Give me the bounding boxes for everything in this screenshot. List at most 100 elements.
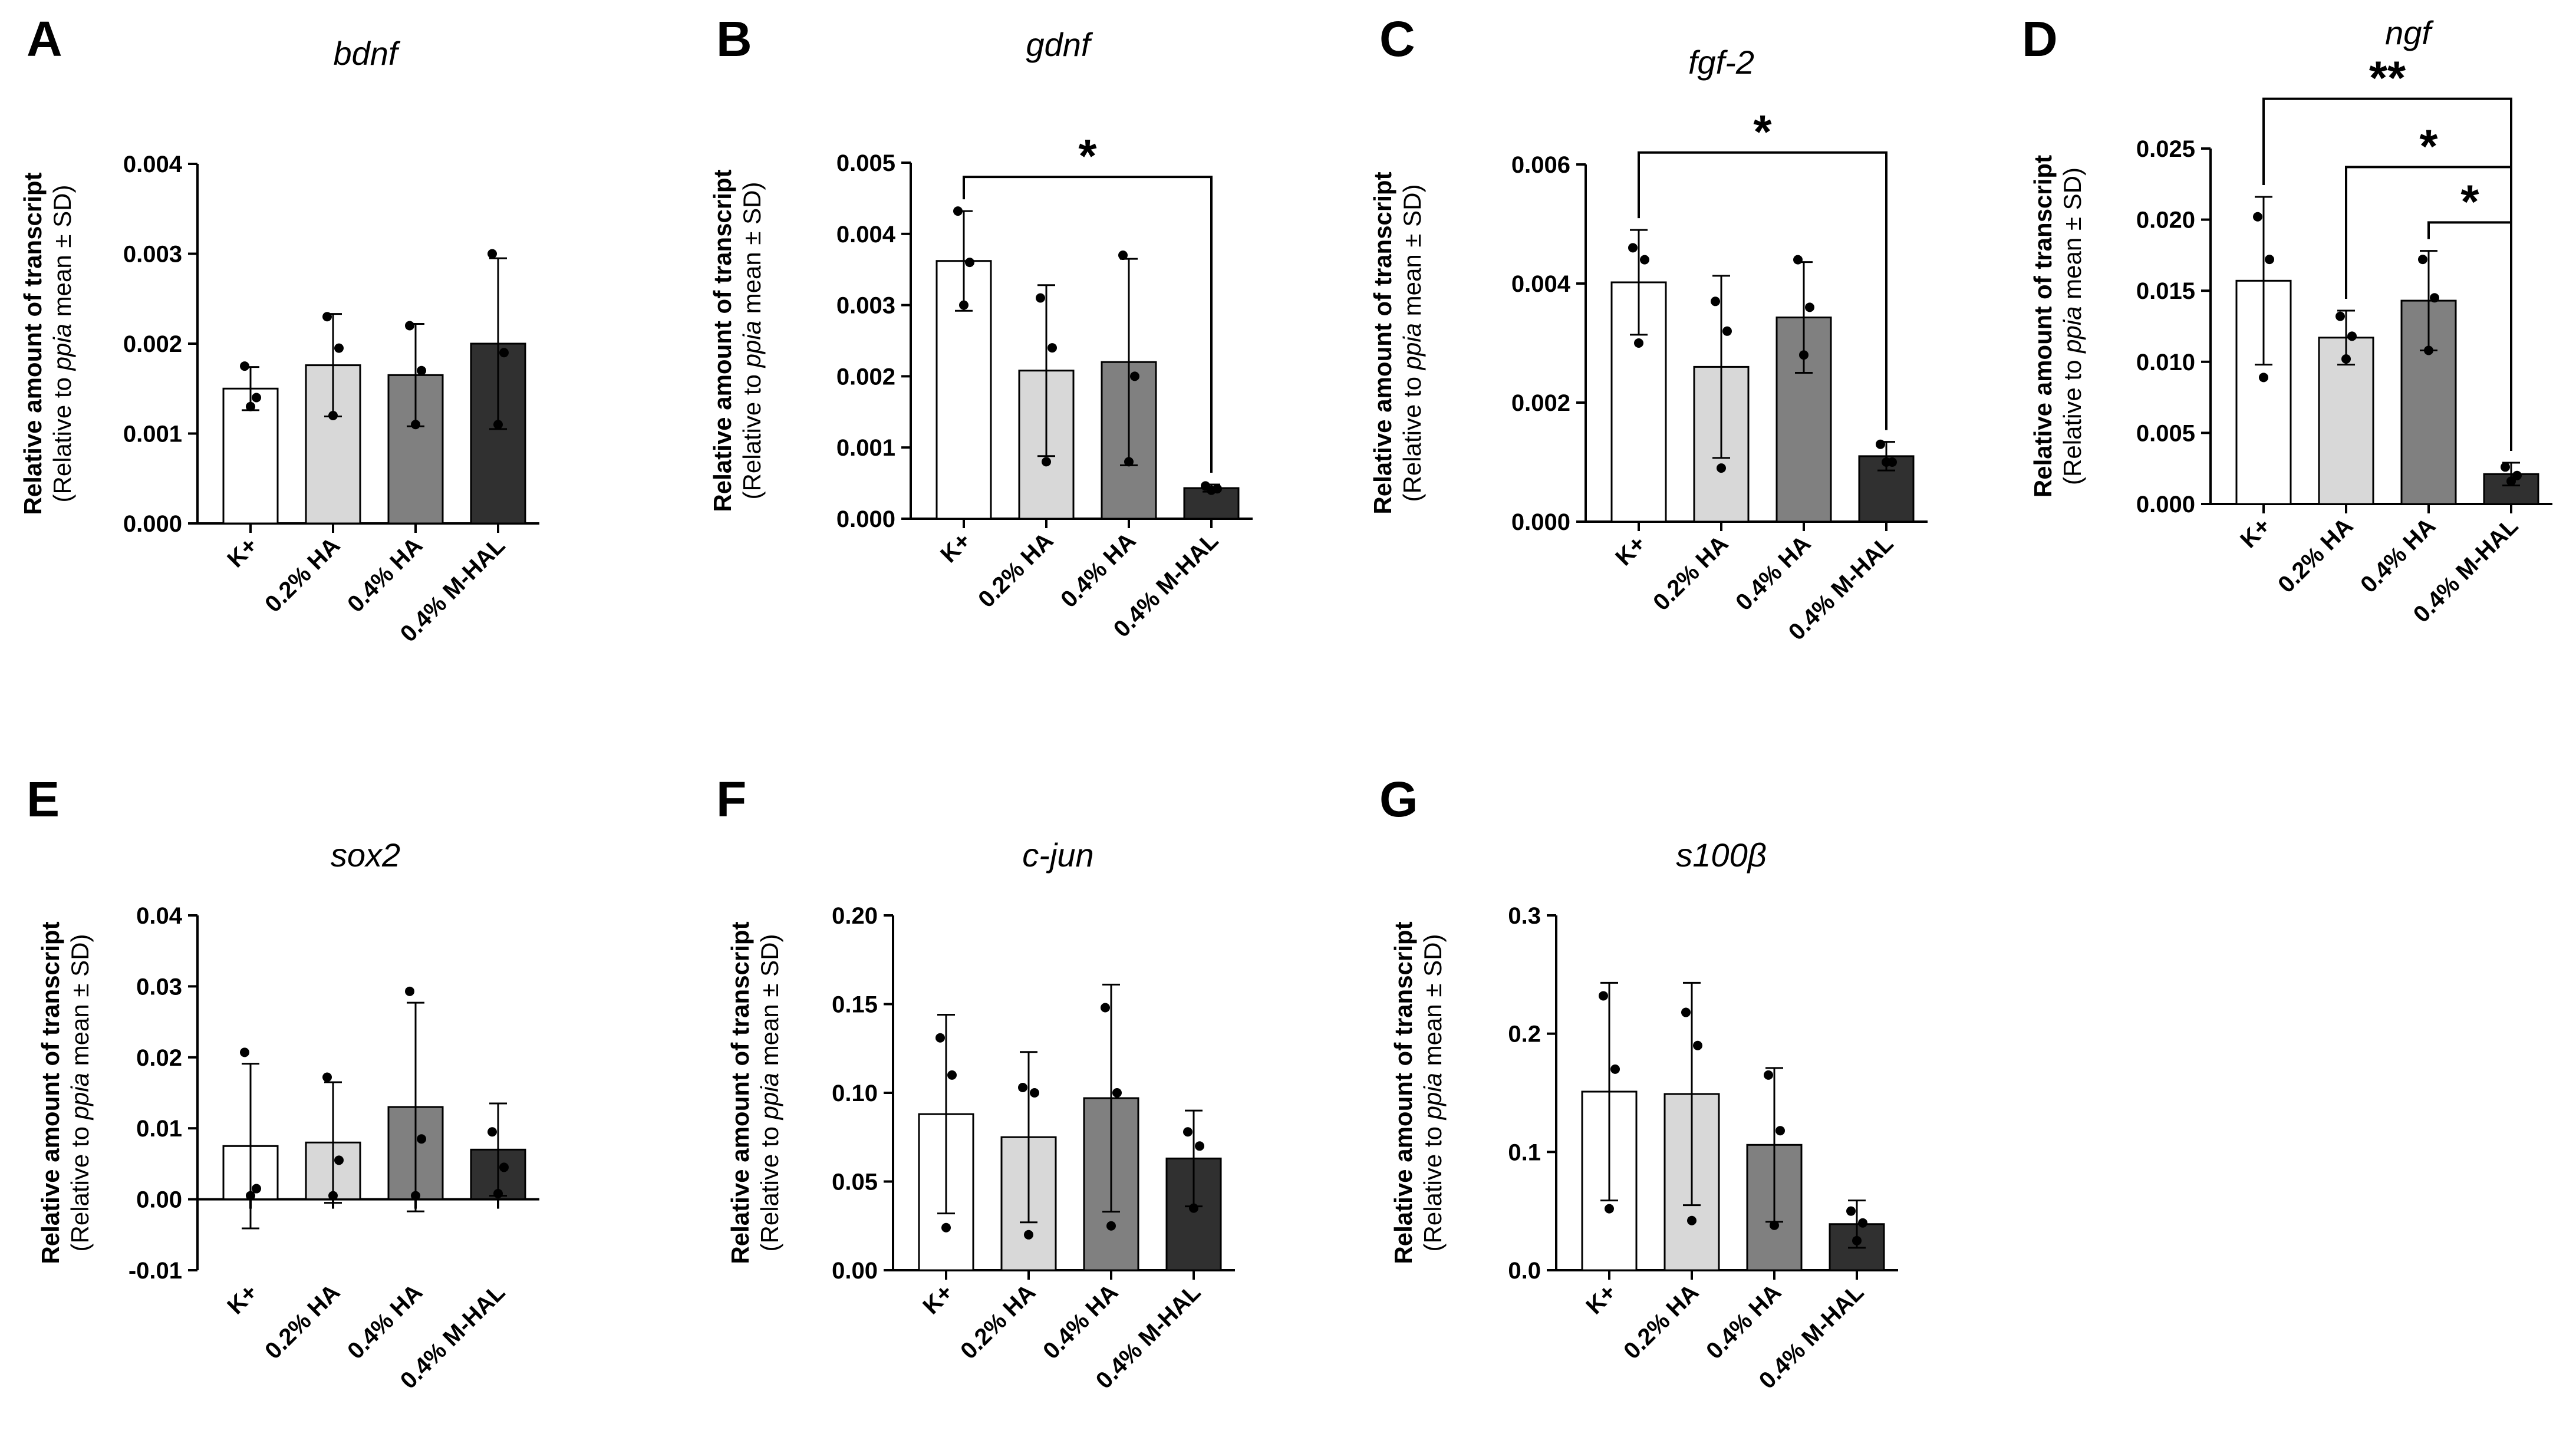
category-label: 0.2% HA (1648, 530, 1733, 615)
data-point (1030, 1088, 1039, 1098)
data-point (941, 1222, 951, 1233)
category-label: K+ (222, 1279, 262, 1319)
category-label: 0.4% HA (1701, 1279, 1786, 1364)
data-point (1770, 1220, 1779, 1230)
data-point (1047, 343, 1057, 353)
y-tick-label: 0.04 (136, 903, 183, 929)
data-point (322, 312, 332, 322)
y-axis-label: Relative amount of transcript (Relative t… (2029, 155, 2086, 497)
data-point (1805, 302, 1814, 312)
data-point (1799, 350, 1809, 360)
y-tick-label: 0.002 (836, 364, 895, 390)
data-point (2430, 293, 2439, 303)
data-point (487, 249, 497, 259)
data-point (417, 365, 426, 375)
significance-star: ** (2369, 52, 2406, 104)
category-label: K+ (222, 532, 262, 572)
panel-letter: F (716, 772, 746, 827)
category-label: 0.4% HA (342, 532, 427, 617)
data-point (1112, 1088, 1122, 1098)
data-point (499, 1162, 509, 1172)
data-point (1024, 1230, 1033, 1240)
data-point (493, 420, 503, 430)
data-point (2259, 373, 2268, 383)
category-label: 0.2% HA (1619, 1279, 1704, 1364)
data-point (405, 321, 414, 331)
data-point (1722, 326, 1732, 336)
data-point (2265, 255, 2274, 265)
y-tick-label: 0.00 (832, 1258, 878, 1284)
category-label: K+ (935, 528, 976, 568)
data-point (1118, 251, 1128, 261)
y-tick-label: 0.002 (1511, 390, 1570, 416)
data-point (252, 1184, 261, 1194)
data-point (1610, 1064, 1620, 1074)
data-point (1693, 1040, 1702, 1050)
panel-f: Fc-jun Relative amount of transcript (Rela… (716, 772, 1235, 1394)
data-point (2335, 311, 2345, 321)
y-axis-subtitle: (Relative to ppia mean ± SD) (1398, 184, 1426, 502)
data-point (1764, 1070, 1773, 1080)
category-label: K+ (918, 1279, 958, 1319)
y-tick-label: 0.004 (123, 151, 183, 177)
category-label: K+ (1581, 1279, 1621, 1319)
category-label: 0.2% HA (260, 532, 345, 617)
gene-title: s100β (1676, 836, 1766, 874)
data-point (1599, 991, 1608, 1001)
data-point (965, 258, 974, 268)
panel-letter: C (1379, 11, 1415, 67)
data-point (2418, 255, 2427, 265)
data-point (2347, 331, 2357, 341)
category-label: K+ (2235, 513, 2275, 553)
data-point (1876, 439, 1885, 449)
gene-title: bdnf (334, 35, 401, 72)
data-point (1042, 457, 1051, 467)
gene-title: gdnf (1026, 26, 1093, 63)
significance-bracket (963, 176, 1213, 473)
y-axis-title: Relative amount of transcript (1389, 921, 1417, 1264)
gene-title: fgf-2 (1688, 44, 1754, 81)
y-tick-label: 0.3 (1508, 903, 1541, 929)
y-axis-title: Relative amount of transcript (19, 172, 47, 515)
data-point (411, 420, 420, 430)
significance-bracket (1638, 151, 1887, 430)
y-tick-label: 0.20 (832, 903, 878, 929)
y-axis-title: Relative amount of transcript (726, 921, 754, 1264)
y-axis-title: Relative amount of transcript (709, 169, 736, 512)
category-label: K+ (1610, 530, 1651, 571)
data-point (334, 343, 344, 353)
y-tick-label: 0.15 (832, 992, 878, 1018)
data-point (2506, 476, 2516, 486)
data-point (959, 300, 969, 310)
data-point (2424, 345, 2433, 355)
y-tick-label: 0.006 (1511, 152, 1570, 178)
y-axis-label: Relative amount of transcript (Relative t… (1389, 921, 1447, 1264)
category-label: 0.4% HA (1038, 1279, 1123, 1364)
data-point (1852, 1235, 1862, 1245)
category-label: 0.2% HA (260, 1279, 345, 1364)
data-point (1036, 293, 1045, 303)
y-axis-label: Relative amount of transcript (Relative t… (726, 921, 783, 1264)
category-label: 0.4% HA (342, 1279, 427, 1364)
significance-star: * (1078, 130, 1097, 182)
data-point (1681, 1007, 1691, 1017)
data-point (252, 393, 261, 403)
y-tick-label: 0.001 (836, 435, 895, 461)
data-point (1687, 1215, 1697, 1225)
data-point (334, 1155, 344, 1165)
data-point (240, 1047, 249, 1057)
y-axis-label: Relative amount of transcript (Relative t… (19, 172, 76, 515)
data-point (1628, 243, 1638, 253)
data-point (1775, 1126, 1785, 1136)
panel-letter: D (2022, 11, 2058, 67)
y-axis-label: Relative amount of transcript (Relative t… (37, 921, 94, 1264)
data-point (1711, 296, 1720, 307)
y-tick-label: 0.004 (1511, 271, 1571, 297)
y-tick-label: 0.015 (2136, 278, 2195, 304)
data-point (246, 401, 255, 411)
